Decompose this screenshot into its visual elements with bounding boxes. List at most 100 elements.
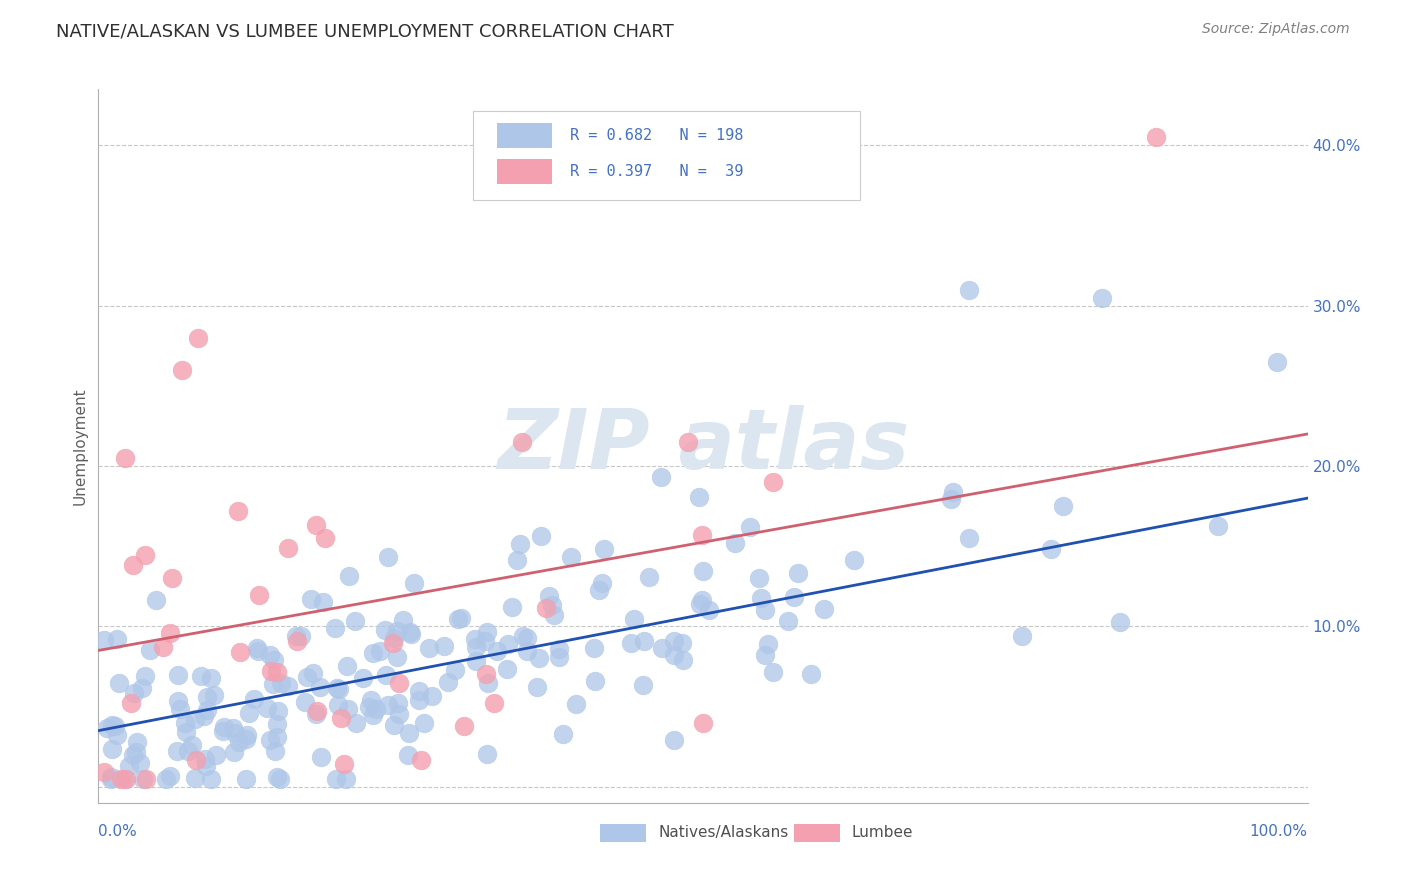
Point: [329, 711, 352, 725]
Point: [326, 698, 349, 713]
Point: [194, 759, 217, 773]
Point: [662, 648, 685, 662]
Point: [474, 634, 496, 648]
Point: [509, 537, 531, 551]
Point: [638, 570, 661, 584]
Point: [104, 718, 127, 732]
Point: [263, 653, 285, 667]
Point: [388, 706, 411, 721]
Point: [672, 653, 695, 667]
Point: [565, 697, 588, 711]
Point: [359, 700, 381, 714]
Point: [325, 772, 347, 786]
Point: [122, 558, 145, 572]
Point: [748, 571, 770, 585]
Point: [100, 772, 122, 786]
Point: [754, 648, 776, 662]
Point: [496, 636, 519, 650]
Point: [159, 769, 181, 783]
Point: [813, 602, 835, 616]
Point: [409, 753, 432, 767]
Point: [697, 603, 720, 617]
Point: [633, 634, 655, 648]
Point: [224, 726, 246, 740]
Point: [676, 434, 699, 449]
Point: [173, 716, 195, 731]
Point: [129, 756, 152, 771]
Point: [433, 639, 456, 653]
Point: [776, 614, 799, 628]
Point: [285, 634, 308, 648]
Point: [235, 772, 257, 786]
Point: [266, 665, 288, 679]
Point: [1108, 615, 1130, 629]
Point: [413, 715, 436, 730]
Point: [326, 681, 349, 695]
Point: [105, 728, 128, 742]
Point: [385, 624, 408, 638]
Point: [537, 589, 560, 603]
Point: [453, 719, 475, 733]
Point: [229, 645, 252, 659]
Point: [337, 569, 360, 583]
Point: [512, 629, 534, 643]
Point: [361, 707, 384, 722]
Point: [361, 646, 384, 660]
Point: [391, 613, 413, 627]
Point: [939, 492, 962, 507]
Point: [450, 611, 472, 625]
Text: 100.0%: 100.0%: [1250, 824, 1308, 839]
Point: [381, 636, 404, 650]
Point: [418, 640, 440, 655]
FancyBboxPatch shape: [474, 111, 860, 200]
Point: [623, 612, 645, 626]
Point: [125, 746, 148, 760]
Point: [266, 731, 288, 745]
Point: [344, 716, 367, 731]
Point: [138, 643, 160, 657]
Point: [270, 675, 292, 690]
Point: [135, 772, 157, 786]
Point: [633, 678, 655, 692]
Point: [118, 758, 141, 772]
Point: [382, 718, 405, 732]
Point: [294, 695, 316, 709]
Point: [266, 705, 288, 719]
Point: [100, 718, 122, 732]
Point: [177, 744, 200, 758]
Point: [266, 770, 288, 784]
Bar: [793, 824, 839, 842]
Point: [738, 520, 761, 534]
Point: [1052, 499, 1074, 513]
Point: [377, 698, 399, 713]
Point: [475, 747, 498, 761]
Point: [593, 541, 616, 556]
Point: [477, 625, 499, 640]
Point: [259, 733, 281, 747]
Point: [505, 553, 527, 567]
Point: [396, 747, 419, 762]
Point: [1206, 518, 1229, 533]
Point: [388, 676, 411, 690]
Point: [122, 686, 145, 700]
Text: ZIP atlas: ZIP atlas: [496, 406, 910, 486]
Point: [530, 529, 553, 543]
Point: [200, 671, 222, 685]
Point: [222, 721, 245, 735]
Point: [195, 690, 218, 704]
Point: [582, 641, 605, 656]
Point: [800, 666, 823, 681]
Point: [305, 518, 328, 533]
Point: [160, 571, 183, 585]
Point: [187, 331, 209, 345]
Text: R = 0.682   N = 198: R = 0.682 N = 198: [569, 128, 744, 143]
Point: [172, 363, 194, 377]
Point: [510, 435, 533, 450]
Point: [360, 693, 382, 707]
Point: [477, 676, 499, 690]
Point: [536, 600, 558, 615]
Point: [184, 753, 207, 767]
Point: [222, 745, 245, 759]
Point: [690, 592, 713, 607]
Point: [443, 663, 465, 677]
